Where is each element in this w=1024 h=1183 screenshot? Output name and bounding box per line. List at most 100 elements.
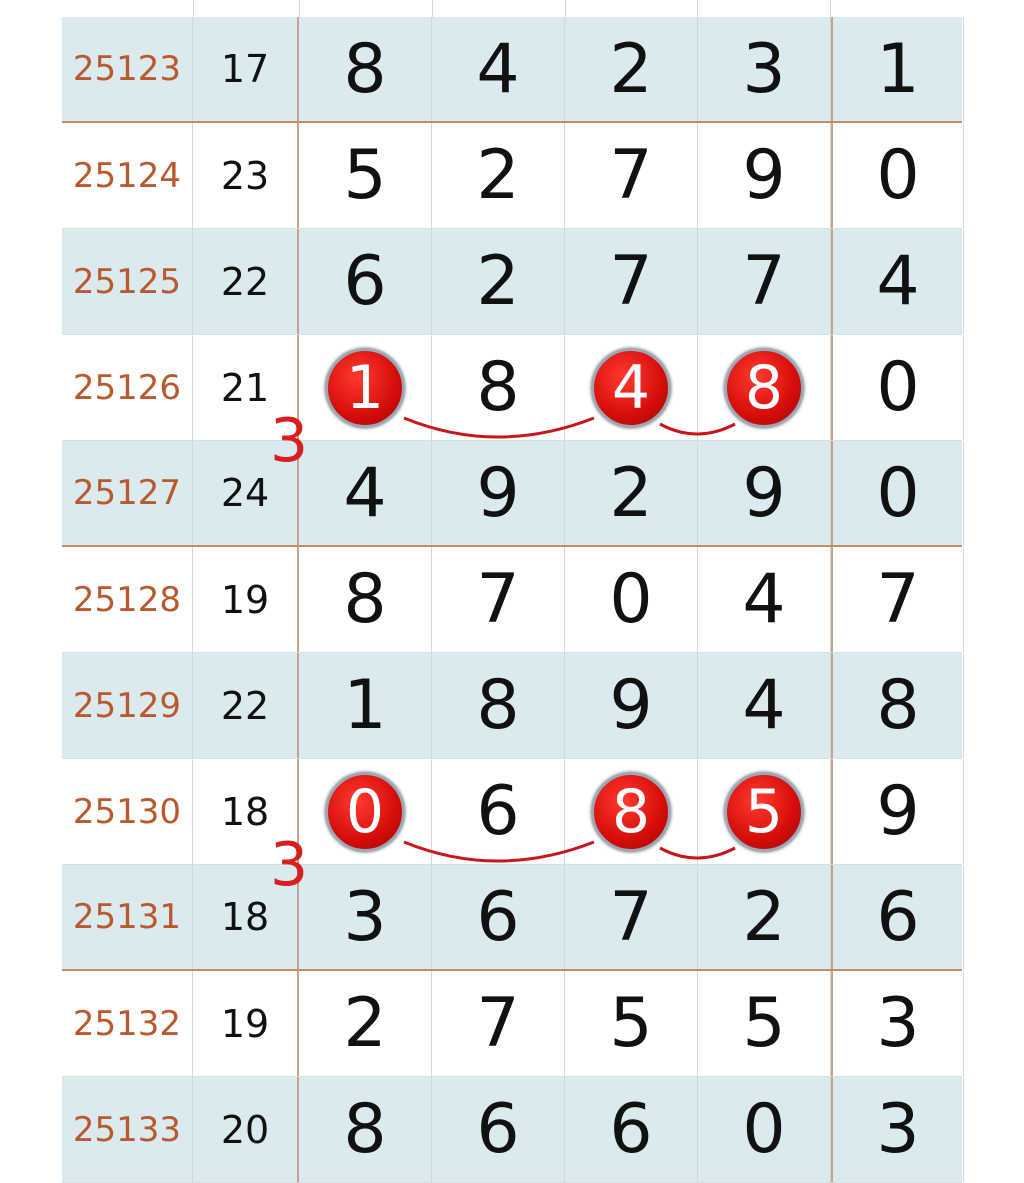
digit-cell: 7 (831, 547, 964, 652)
digit: 7 (609, 136, 653, 215)
digit-cell: 8 (432, 653, 565, 758)
issue-number: 25130 (62, 759, 193, 864)
annotation-number: 3 (270, 406, 309, 476)
digit: 9 (742, 136, 786, 215)
digit: 5 (742, 984, 786, 1063)
digit-sum: 18 (193, 865, 299, 969)
digit-cell: 0 (299, 759, 432, 864)
digit-cell: 9 (698, 441, 831, 545)
digit: 4 (742, 666, 786, 745)
digit-cell: 6 (432, 1077, 565, 1182)
digit: 0 (876, 453, 920, 533)
digit-cell: 2 (432, 123, 565, 228)
highlighted-ball: 4 (591, 347, 671, 428)
highlighted-ball: 8 (591, 771, 671, 852)
digit: 2 (742, 877, 786, 957)
digit: 3 (876, 984, 920, 1063)
digit-cell: 0 (831, 441, 964, 545)
digit-cell: 3 (831, 971, 964, 1076)
digit-cell: 1 (299, 335, 432, 440)
highlighted-ball: 1 (325, 347, 405, 428)
digit-cell: 8 (299, 547, 432, 652)
digit-cell: 7 (432, 547, 565, 652)
digit-sum: 24 (193, 441, 299, 545)
digit: 7 (609, 877, 653, 957)
issue-number: 25125 (62, 229, 193, 334)
issue-number: 25123 (62, 17, 193, 121)
digit-cell: 8 (831, 653, 964, 758)
digit: 7 (876, 560, 920, 639)
digit: 8 (343, 560, 387, 639)
digit-sum: 22 (193, 653, 299, 758)
digit-sum: 17 (193, 17, 299, 121)
table-row: 25133 20 8 6 6 0 3 (62, 1077, 964, 1183)
digit: 2 (476, 242, 520, 321)
issue-number: 25126 (62, 335, 193, 440)
digit: 2 (609, 453, 653, 533)
digit-cell: 2 (565, 17, 698, 121)
annotation-number: 3 (270, 830, 309, 900)
digit-sum: 19 (193, 547, 299, 652)
digit-cell: 6 (432, 865, 565, 969)
digit: 8 (343, 29, 387, 109)
digit-cell: 6 (432, 759, 565, 864)
digit-cell: 7 (565, 123, 698, 228)
digit-cell: 4 (432, 17, 565, 121)
digit-cell: 0 (831, 123, 964, 228)
digit-cell: 4 (698, 653, 831, 758)
grid-line (193, 0, 194, 17)
digit-cell: 6 (299, 229, 432, 334)
digit-cell: 2 (565, 441, 698, 545)
issue-number: 25127 (62, 441, 193, 545)
digit: 3 (343, 877, 387, 957)
table-row: 25131 18 3 6 7 2 6 (62, 865, 964, 971)
grid-line (565, 0, 566, 17)
digit-cell: 2 (432, 229, 565, 334)
digit-cell: 1 (831, 17, 964, 121)
digit: 2 (609, 29, 653, 109)
issue-number: 25128 (62, 547, 193, 652)
digit: 9 (742, 453, 786, 533)
digit: 4 (343, 453, 387, 533)
issue-number: 25131 (62, 865, 193, 969)
digit-cell: 5 (698, 759, 831, 864)
digit-cell: 7 (698, 229, 831, 334)
digit: 4 (876, 242, 920, 321)
digit: 8 (343, 1090, 387, 1169)
highlighted-ball: 0 (325, 771, 405, 852)
digit-cell: 9 (831, 759, 964, 864)
highlighted-ball: 5 (724, 771, 804, 852)
table-row: 25126 21 1 8 4 8 0 (62, 335, 964, 441)
digit: 0 (876, 136, 920, 215)
digit-cell: 4 (299, 441, 432, 545)
highlighted-ball: 8 (724, 347, 804, 428)
digit-cell: 8 (565, 759, 698, 864)
digit-cell: 0 (831, 335, 964, 440)
digit-cell: 4 (698, 547, 831, 652)
table-row: 25132 19 2 7 5 5 3 (62, 971, 964, 1077)
issue-number: 25132 (62, 971, 193, 1076)
digit-sum: 19 (193, 971, 299, 1076)
table-row: 25127 24 4 9 2 9 0 (62, 441, 964, 547)
issue-number: 25133 (62, 1077, 193, 1182)
digit: 9 (876, 772, 920, 851)
digit: 5 (343, 136, 387, 215)
digit-cell: 3 (831, 1077, 964, 1182)
digit: 3 (876, 1090, 920, 1169)
digit: 4 (476, 29, 520, 109)
digit: 6 (609, 1090, 653, 1169)
digit: 0 (609, 560, 653, 639)
digit-sum: 21 (193, 335, 299, 440)
digit: 7 (476, 984, 520, 1063)
digit-cell: 7 (432, 971, 565, 1076)
digit-cell: 9 (432, 441, 565, 545)
digit: 6 (476, 877, 520, 957)
digit: 4 (742, 560, 786, 639)
table-row: 25130 18 0 6 8 5 9 (62, 759, 964, 865)
issue-number: 25124 (62, 123, 193, 228)
digit: 2 (476, 136, 520, 215)
digit-sum: 18 (193, 759, 299, 864)
digit-cell: 5 (565, 971, 698, 1076)
digit-cell: 5 (698, 971, 831, 1076)
digit: 1 (343, 666, 387, 745)
